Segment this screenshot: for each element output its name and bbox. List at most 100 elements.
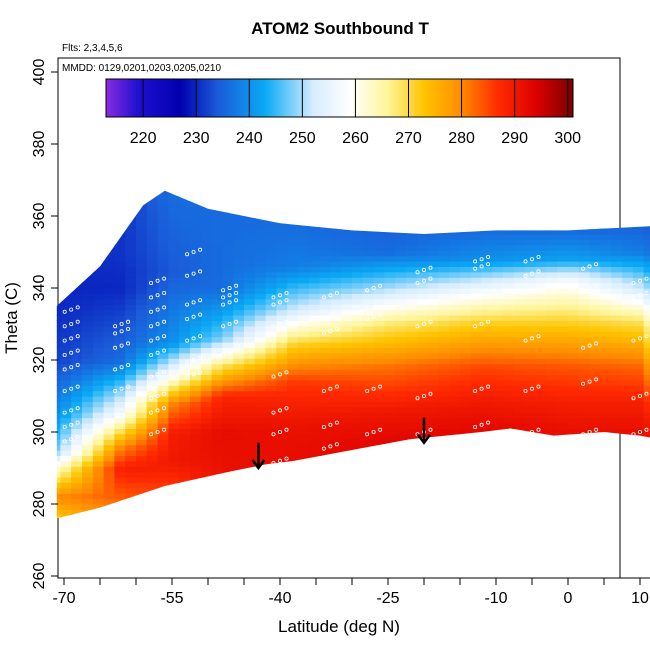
- heatmap-cell: [244, 477, 256, 483]
- heatmap-cell: [136, 250, 148, 257]
- heatmap-cell: [406, 223, 418, 230]
- heatmap-cell: [179, 234, 191, 240]
- heatmap-cell: [82, 541, 94, 548]
- heatmap-cell: [71, 201, 83, 208]
- heatmap-cell: [319, 396, 331, 402]
- heatmap-cell: [341, 282, 353, 289]
- heatmap-cell: [546, 309, 558, 316]
- heatmap-cell: [557, 471, 569, 478]
- heatmap-cell: [373, 228, 385, 235]
- heatmap-cell: [190, 325, 202, 332]
- heatmap-cell: [427, 412, 439, 419]
- heatmap-cell: [438, 244, 450, 251]
- heatmap-cell: [535, 385, 547, 392]
- heatmap-cell: [578, 374, 591, 381]
- heatmap-cell: [71, 266, 83, 273]
- heatmap-cell: [384, 433, 396, 440]
- heatmap-cell: [503, 201, 515, 208]
- heatmap-cell: [179, 406, 191, 413]
- heatmap-cell: [254, 401, 267, 408]
- heatmap-cell: [125, 385, 137, 392]
- heatmap-cell: [157, 493, 169, 500]
- heatmap-cell: [406, 271, 418, 278]
- heatmap-cell: [82, 493, 94, 500]
- heatmap-cell: [395, 331, 407, 338]
- heatmap-cell: [211, 298, 223, 305]
- heatmap-cell: [503, 320, 515, 327]
- heatmap-cell: [244, 498, 256, 505]
- heatmap-cell: [92, 363, 105, 370]
- heatmap-cell: [622, 180, 633, 186]
- heatmap-cell: [56, 293, 61, 300]
- heatmap-cell: [92, 423, 105, 429]
- heatmap-cell: [524, 541, 537, 548]
- heatmap-cell: [200, 358, 213, 365]
- heatmap-cell: [568, 250, 580, 257]
- heatmap-cell: [168, 190, 180, 197]
- heatmap-cell: [82, 525, 94, 532]
- heatmap-cell: [427, 266, 439, 273]
- heatmap-cell: [103, 547, 115, 548]
- heatmap-cell: [71, 282, 83, 289]
- heatmap-cell: [265, 385, 277, 392]
- heatmap-cell: [233, 315, 245, 321]
- heatmap-cell: [157, 374, 169, 381]
- heatmap-cell: [92, 379, 105, 386]
- heatmap-cell: [60, 228, 72, 235]
- heatmap-cell: [578, 471, 591, 478]
- heatmap-cell: [481, 417, 493, 424]
- heatmap-cell: [492, 396, 504, 402]
- heatmap-cell: [341, 266, 353, 273]
- heatmap-cell: [179, 271, 191, 278]
- heatmap-cell: [611, 390, 623, 397]
- heatmap-cell: [341, 298, 353, 305]
- heatmap-cell: [222, 498, 234, 505]
- heatmap-cell: [406, 212, 418, 219]
- heatmap-cell: [298, 460, 310, 467]
- heatmap-cell: [254, 455, 267, 462]
- heatmap-cell: [319, 363, 331, 370]
- heatmap-cell: [298, 288, 310, 294]
- heatmap-cell: [308, 336, 321, 343]
- heatmap-cell: [611, 250, 623, 257]
- heatmap-cell: [308, 504, 321, 510]
- heatmap-cell: [330, 352, 342, 359]
- heatmap-cell: [438, 471, 450, 478]
- heatmap-cell: [600, 504, 612, 510]
- heatmap-cell: [92, 374, 105, 381]
- heatmap-cell: [136, 379, 148, 386]
- heatmap-cell: [514, 288, 526, 294]
- heatmap-cell: [578, 525, 591, 532]
- heatmap-cell: [449, 385, 461, 392]
- heatmap-cell: [341, 201, 353, 208]
- heatmap-cell: [168, 347, 180, 354]
- heatmap-cell: [319, 471, 331, 478]
- heatmap-cell: [146, 514, 159, 521]
- heatmap-cell: [233, 175, 244, 181]
- heatmap-cell: [190, 385, 202, 392]
- heatmap-cell: [114, 352, 126, 359]
- heatmap-cell: [211, 223, 223, 230]
- heatmap-cell: [481, 190, 493, 197]
- heatmap-cell: [470, 358, 483, 365]
- heatmap-cell: [470, 460, 483, 467]
- heatmap-cell: [136, 439, 148, 446]
- heatmap-cell: [287, 180, 298, 186]
- heatmap-cell: [298, 401, 310, 408]
- heatmap-cell: [56, 358, 61, 365]
- heatmap-cell: [578, 196, 591, 203]
- heatmap-cell: [125, 374, 137, 381]
- heatmap-cell: [71, 433, 83, 440]
- heatmap-cell: [330, 514, 342, 521]
- heatmap-cell: [168, 320, 180, 327]
- heatmap-cell: [352, 433, 364, 440]
- heatmap-cell: [82, 374, 94, 381]
- heatmap-cell: [557, 325, 569, 332]
- heatmap-cell: [211, 493, 223, 500]
- heatmap-cell: [568, 401, 580, 408]
- heatmap-cell: [276, 406, 288, 413]
- heatmap-cell: [125, 498, 137, 505]
- heatmap-cell: [632, 271, 645, 278]
- heatmap-cell: [60, 374, 72, 381]
- heatmap-cell: [254, 547, 267, 548]
